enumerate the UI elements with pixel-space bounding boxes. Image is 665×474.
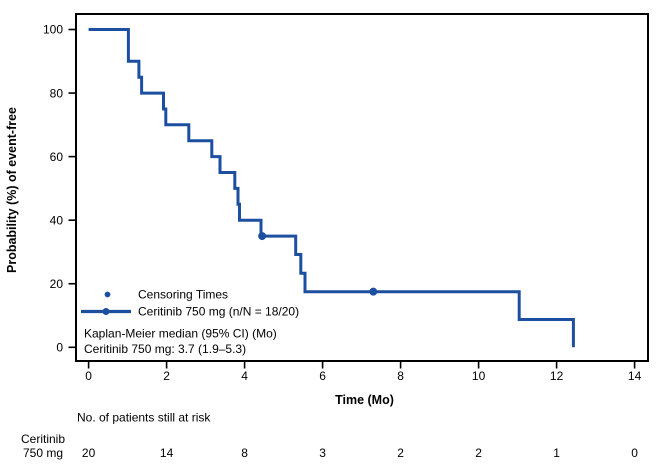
- legend-censoring-label: Censoring Times: [138, 288, 228, 302]
- risk-row-label-line1: Ceritinib: [21, 432, 65, 446]
- legend-series-dot: [102, 308, 110, 315]
- risk-row-label-line2: 750 mg: [23, 446, 63, 460]
- km-median-heading: Kaplan-Meier median (95% CI) (Mo): [84, 327, 277, 341]
- x-tick-label: 8: [397, 369, 404, 383]
- risk-count: 2: [475, 446, 482, 460]
- risk-count: 0: [631, 446, 638, 460]
- censor-dot: [369, 287, 378, 296]
- y-tick-label: 40: [50, 213, 64, 227]
- legend-censor-dot: [104, 291, 111, 298]
- y-tick-label: 0: [56, 341, 63, 355]
- risk-table-title: No. of patients still at risk: [77, 411, 211, 425]
- risk-count: 1: [553, 446, 560, 460]
- axes-layer: 0 20 40 60 80 100 0 2 4 6 8 10 12 14: [43, 13, 649, 383]
- x-axis-title: Time (Mo): [335, 393, 394, 407]
- x-tick-label: 2: [163, 369, 170, 383]
- legend-series-label: Ceritinib 750 mg (n/N = 18/20): [138, 305, 299, 319]
- x-tick-label: 6: [319, 369, 326, 383]
- legend-marks-layer: [81, 291, 131, 315]
- km-median-value: Ceritinib 750 mg: 3.7 (1.9–5.3): [84, 342, 246, 356]
- plot-border: [75, 13, 649, 362]
- x-tick-label: 14: [628, 369, 642, 383]
- risk-counts-layer: 20 14 8 3 2 2 1 0: [82, 446, 638, 460]
- risk-count: 14: [160, 446, 174, 460]
- risk-count: 3: [319, 446, 326, 460]
- y-tick-label: 80: [50, 86, 64, 100]
- risk-count: 8: [241, 446, 248, 460]
- risk-count: 2: [397, 446, 404, 460]
- km-step-curve: [88, 28, 575, 348]
- curve-layer: [88, 28, 575, 348]
- y-tick-label: 20: [50, 277, 64, 291]
- y-tick-label: 100: [43, 23, 63, 37]
- risk-count: 20: [82, 446, 96, 460]
- x-tick-label: 12: [550, 369, 564, 383]
- censor-dot: [258, 232, 267, 241]
- x-tick-label: 4: [241, 369, 248, 383]
- x-tick-label: 0: [85, 369, 92, 383]
- x-tick-label: 10: [472, 369, 486, 383]
- y-axis-title: Probability (%) of event-free: [5, 107, 19, 273]
- y-tick-label: 60: [50, 150, 64, 164]
